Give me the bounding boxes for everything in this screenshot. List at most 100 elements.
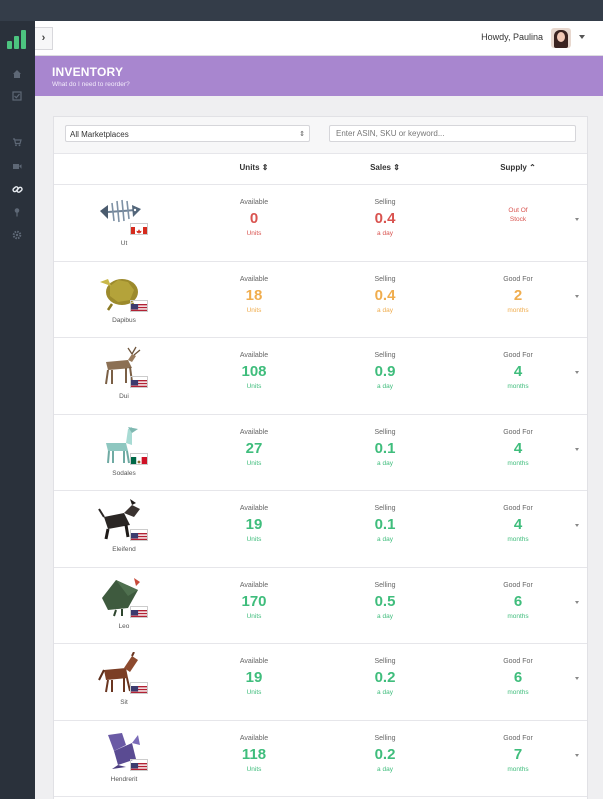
marketplace-select[interactable]: All Marketplaces ⇕ bbox=[65, 125, 310, 142]
supply-value: 6 bbox=[513, 669, 523, 686]
units-value: 0 bbox=[249, 210, 259, 227]
sales-unit: a day bbox=[377, 689, 393, 696]
sidebar-toggle-button[interactable]: › bbox=[35, 27, 53, 50]
sales-unit: a day bbox=[377, 459, 393, 467]
sales-label: Selling bbox=[374, 352, 396, 359]
link-icon[interactable] bbox=[10, 184, 24, 198]
units-cell: Available 170 Units bbox=[204, 581, 304, 621]
chevron-down-icon[interactable] bbox=[575, 294, 579, 298]
table-row[interactable]: Leo Available 170 Units Selling 0.5 a da… bbox=[54, 568, 587, 644]
fish-skeleton-origami[interactable] bbox=[98, 193, 142, 235]
table-row[interactable]: Eleifend Available 19 Units Selling 0.1 … bbox=[54, 491, 587, 568]
supply-cell: Good For 4 months bbox=[468, 351, 568, 391]
sales-label: Selling bbox=[374, 734, 396, 742]
units-value: 19 bbox=[245, 516, 263, 533]
table-row[interactable]: Sit Available 19 Units Selling 0.2 a day… bbox=[54, 644, 587, 721]
app-logo[interactable] bbox=[7, 29, 29, 49]
product-name: Dui bbox=[119, 393, 129, 400]
sales-unit: a day bbox=[377, 612, 393, 620]
supply-cell: Out Of Stock bbox=[468, 198, 568, 224]
units-cell: Available 27 Units bbox=[204, 428, 304, 468]
cart-icon[interactable] bbox=[10, 137, 24, 151]
stock-status: Out Of Stock bbox=[508, 207, 528, 223]
chevron-down-icon[interactable] bbox=[575, 447, 579, 451]
units-value: 108 bbox=[241, 363, 267, 380]
units-unit: Units bbox=[246, 230, 262, 237]
chevron-down-icon[interactable] bbox=[579, 35, 585, 39]
sales-label: Selling bbox=[374, 199, 396, 206]
page-banner: INVENTORY What do I need to reorder? bbox=[35, 56, 603, 96]
product-name: Eleifend bbox=[112, 546, 136, 553]
bird-origami[interactable] bbox=[98, 576, 142, 618]
filter-bar: All Marketplaces ⇕ bbox=[54, 117, 587, 154]
avatar[interactable] bbox=[551, 28, 571, 48]
page-title: INVENTORY bbox=[52, 65, 124, 79]
product-name: Sodales bbox=[112, 469, 136, 477]
supply-column-header[interactable]: Supply ⌃ bbox=[500, 163, 536, 172]
chevron-right-icon: › bbox=[41, 32, 46, 44]
supply-unit: months bbox=[507, 459, 529, 467]
units-label: Available bbox=[239, 428, 269, 436]
llama-origami[interactable] bbox=[98, 423, 142, 465]
check-icon[interactable] bbox=[10, 91, 24, 105]
sales-value: 0.4 bbox=[374, 210, 396, 227]
home-icon[interactable] bbox=[10, 69, 24, 83]
top-bar: › Howdy, Paulina bbox=[35, 21, 603, 56]
units-value: 118 bbox=[241, 745, 267, 763]
supply-value: 4 bbox=[513, 516, 523, 533]
deer-origami[interactable] bbox=[98, 346, 142, 388]
sales-value: 0.4 bbox=[374, 286, 396, 304]
sales-column-header[interactable]: Sales ⇕ bbox=[370, 163, 400, 172]
units-cell: Available 118 Units bbox=[204, 734, 304, 774]
sales-unit: a day bbox=[377, 306, 393, 314]
flag-us-icon bbox=[130, 682, 148, 694]
sales-cell: Selling 0.2 a day bbox=[335, 734, 435, 774]
sales-cell: Selling 0.1 a day bbox=[335, 428, 435, 468]
gear-icon[interactable] bbox=[10, 230, 24, 244]
sales-unit: a day bbox=[377, 230, 393, 237]
pin-icon[interactable] bbox=[10, 207, 24, 221]
chevron-down-icon[interactable] bbox=[575, 371, 579, 374]
units-label: Available bbox=[239, 352, 269, 359]
supply-cell: Good For 6 months bbox=[468, 657, 568, 697]
units-label: Available bbox=[239, 199, 269, 206]
window-top-strip bbox=[0, 0, 603, 21]
supply-cell: Good For 2 months bbox=[468, 275, 568, 315]
supply-cell: Good For 7 months bbox=[468, 734, 568, 774]
units-label: Available bbox=[239, 658, 269, 665]
marketplace-select-value: All Marketplaces bbox=[70, 130, 129, 139]
chevron-down-icon[interactable] bbox=[575, 218, 579, 221]
sales-cell: Selling 0.1 a day bbox=[335, 504, 435, 544]
table-row[interactable]: Sodales Available 27 Units Selling 0.1 a… bbox=[54, 415, 587, 491]
table-row[interactable]: Ut Available 0 Units Selling 0.4 a day O… bbox=[54, 185, 587, 262]
search-input[interactable] bbox=[329, 125, 576, 142]
sidebar bbox=[0, 21, 35, 799]
supply-value: 4 bbox=[513, 439, 523, 457]
chevron-down-icon[interactable] bbox=[575, 524, 579, 527]
supply-label: Good For bbox=[503, 428, 533, 436]
supply-label: Good For bbox=[503, 352, 533, 359]
page-subtitle: What do I need to reorder? bbox=[52, 81, 130, 88]
supply-unit: months bbox=[507, 689, 529, 696]
table-row[interactable]: Dapibus Available 18 Units Selling 0.4 a… bbox=[54, 262, 587, 338]
table-row[interactable]: Dui Available 108 Units Selling 0.9 a da… bbox=[54, 338, 587, 415]
units-column-header[interactable]: Units ⇕ bbox=[239, 163, 269, 172]
sales-cell: Selling 0.4 a day bbox=[335, 275, 435, 315]
chevron-down-icon[interactable] bbox=[575, 753, 579, 757]
user-greeting[interactable]: Howdy, Paulina bbox=[481, 32, 543, 42]
units-value: 18 bbox=[245, 286, 263, 304]
dog-origami[interactable] bbox=[98, 499, 142, 541]
supply-value: 6 bbox=[513, 592, 523, 610]
chevron-down-icon[interactable] bbox=[575, 677, 579, 680]
supply-unit: months bbox=[507, 536, 529, 543]
horse-origami[interactable] bbox=[98, 651, 142, 694]
units-cell: Available 18 Units bbox=[204, 275, 304, 315]
sales-value: 0.1 bbox=[374, 516, 396, 533]
product-name: Dapibus bbox=[112, 316, 136, 324]
units-cell: Available 19 Units bbox=[204, 504, 304, 544]
product-list: Ut Available 0 Units Selling 0.4 a day O… bbox=[54, 185, 587, 797]
table-row[interactable]: Hendrerit Available 118 Units Selling 0.… bbox=[54, 721, 587, 797]
chevron-down-icon[interactable] bbox=[575, 600, 579, 604]
supply-value: 7 bbox=[513, 745, 523, 763]
video-icon[interactable] bbox=[10, 161, 24, 175]
